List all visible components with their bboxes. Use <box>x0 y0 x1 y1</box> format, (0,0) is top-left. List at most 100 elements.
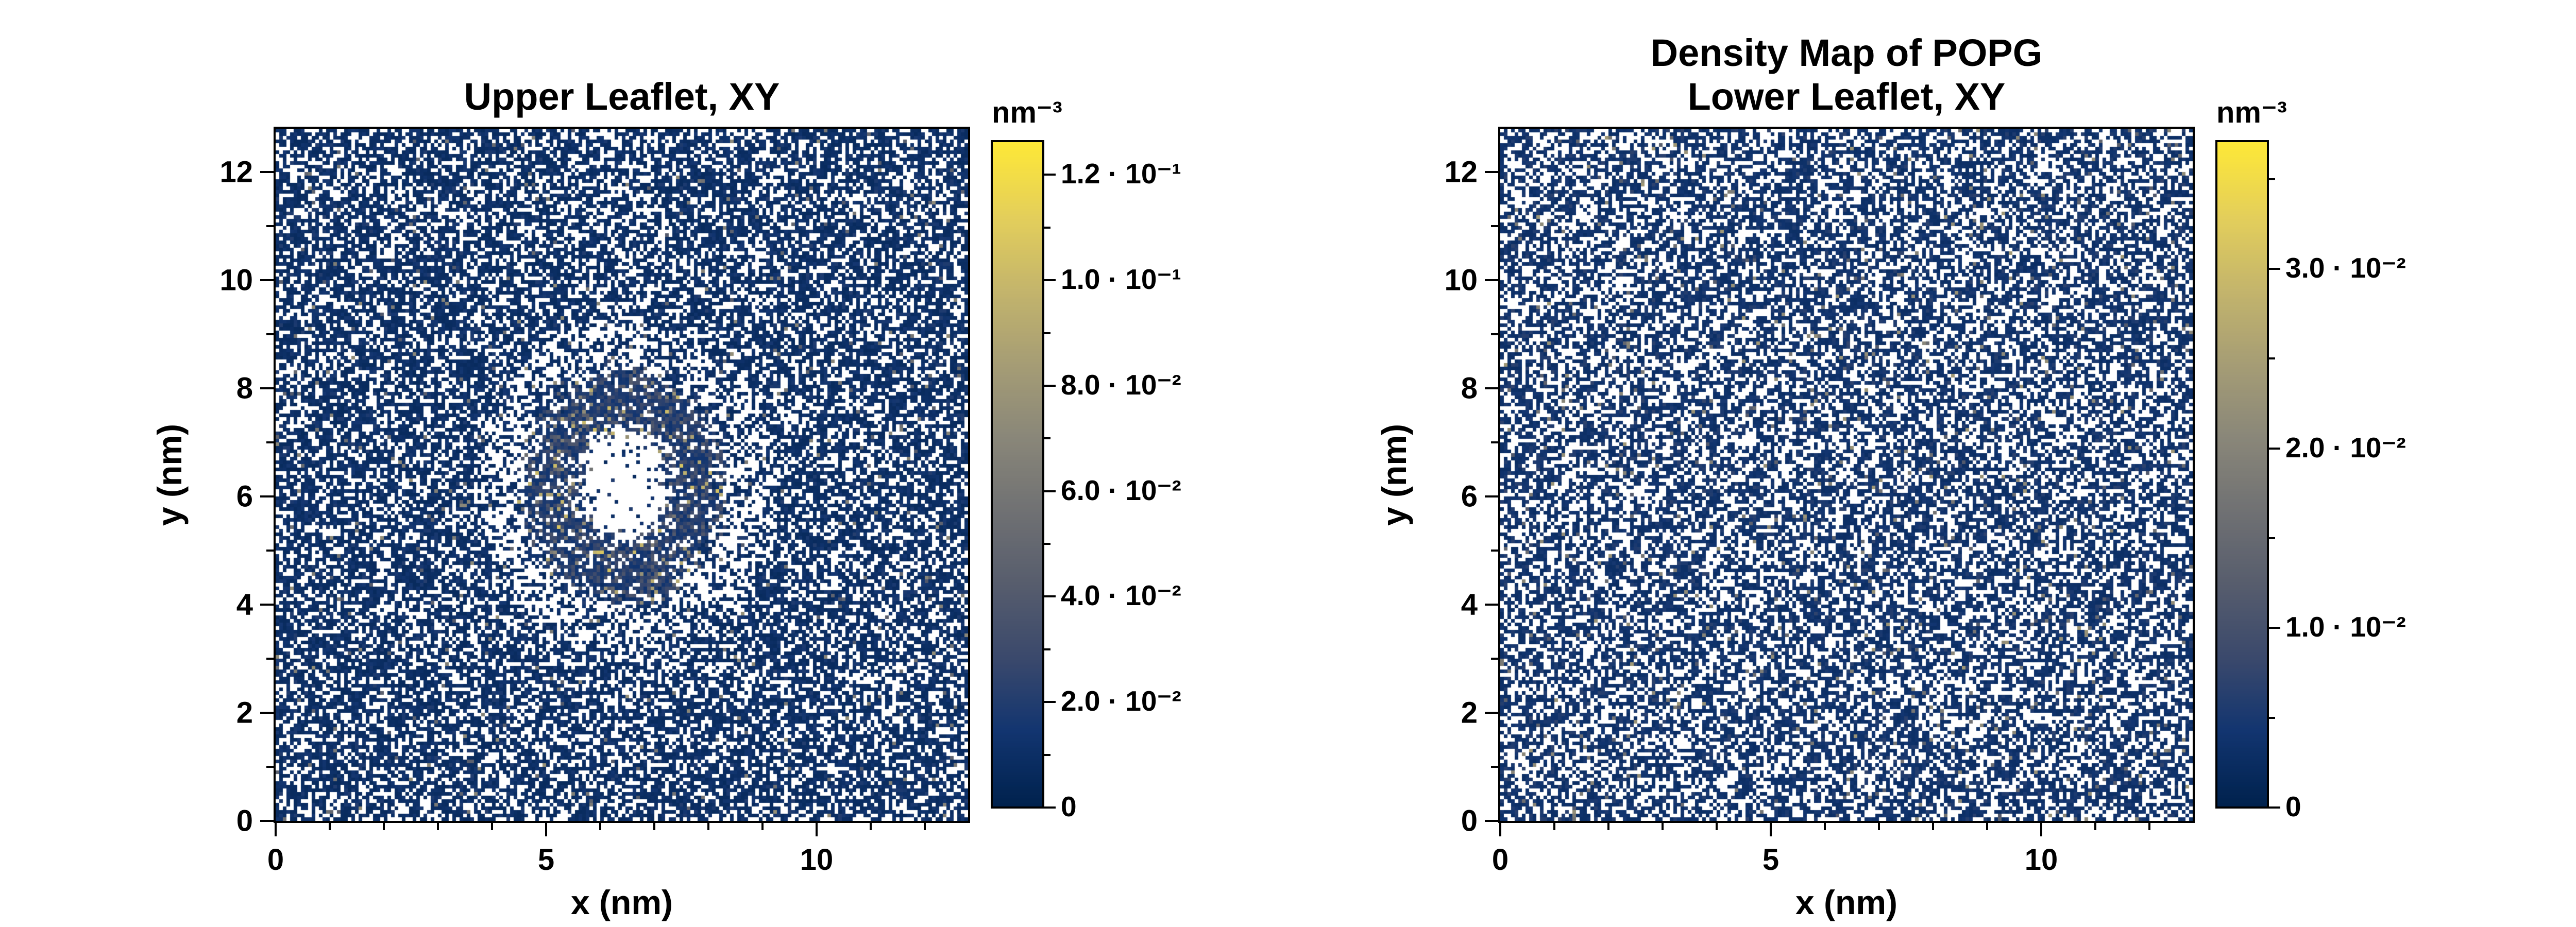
y-axis-label: y (nm) <box>150 424 189 526</box>
panel-title: Upper Leaflet, XY <box>464 75 780 118</box>
plot-row: y (nm) 0 5 10 0 2 4 6 8 10 12 nm⁻³ 1.2 · 10⁻¹ 1.0 … <box>142 96 1236 877</box>
y-axis-tick <box>1485 820 1498 822</box>
colorbar-canvas <box>993 142 1042 806</box>
colorbar-minor-tick <box>2269 537 2275 540</box>
y-axis-minor-tick <box>266 658 274 660</box>
y-axis-tick <box>1485 279 1498 281</box>
y-axis-tick <box>260 171 274 173</box>
colorbar-tick <box>1044 701 1056 703</box>
x-axis-tick-label: 5 <box>537 843 555 877</box>
y-axis-tick <box>260 712 274 714</box>
x-axis-minor-tick <box>1607 823 1609 830</box>
x-axis-tick <box>545 823 547 836</box>
x-axis-minor-tick <box>1662 823 1664 830</box>
x-axis-tick-label: 10 <box>800 843 834 877</box>
colorbar-minor-tick <box>1044 332 1050 334</box>
colorbar-tick-label: 8.0 · 10⁻² <box>1061 368 1181 401</box>
y-axis-tick-label: 0 <box>1461 804 1478 838</box>
x-axis-minor-tick <box>1932 823 1934 830</box>
y-axis-tick-label: 12 <box>219 155 253 189</box>
colorbar-tick <box>1044 384 1056 387</box>
colorbar-tick <box>2269 627 2280 629</box>
x-axis-tick <box>275 823 277 836</box>
y-axis-tick-label: 4 <box>236 588 253 622</box>
x-axis-minor-tick <box>437 823 439 830</box>
y-axis-tick <box>260 495 274 497</box>
x-axis-minor-tick <box>870 823 872 830</box>
y-axis-minor-tick <box>1491 658 1498 660</box>
x-axis-minor-tick <box>924 823 926 830</box>
y-axis-tick <box>260 604 274 606</box>
x-axis-minor-tick <box>2094 823 2096 830</box>
plot-row: y (nm) 0 5 10 0 2 4 6 8 10 12 nm⁻³ 3.0 · 10⁻² 2.0 … <box>1367 96 2473 877</box>
y-axis-minor-tick <box>1491 225 1498 227</box>
x-axis-tick <box>2040 823 2042 836</box>
panel-lower-leaflet: Density Map of POPG Lower Leaflet, XY y … <box>1236 9 2473 922</box>
y-axis-minor-tick <box>266 766 274 768</box>
colorbar-tick <box>1044 174 1056 176</box>
colorbar-tick-label: 3.0 · 10⁻² <box>2285 252 2406 284</box>
x-axis-minor-tick <box>491 823 493 830</box>
y-axis-tick-label: 10 <box>219 263 253 297</box>
heatmap-plot: 0 5 10 0 2 4 6 8 10 12 <box>1444 127 2195 877</box>
y-axis-tick <box>260 820 274 822</box>
x-axis-minor-tick <box>1553 823 1555 830</box>
y-axis-minor-tick <box>1491 550 1498 552</box>
colorbar-tick-label: 1.2 · 10⁻¹ <box>1061 158 1181 190</box>
y-axis-tick <box>260 279 274 281</box>
colorbar-unit-label: nm⁻³ <box>2216 96 2287 129</box>
panel-transversal-view: Transversal View, YZ z (nm) 0510420−2−4 … <box>2473 9 2576 922</box>
colorbar-minor-tick <box>1044 648 1050 650</box>
x-axis-tick-label: 0 <box>267 843 284 877</box>
x-axis-minor-tick <box>761 823 764 830</box>
colorbar-tick <box>2269 806 2280 809</box>
y-axis-minor-tick <box>266 333 274 335</box>
figure-suptitle: Density Map of POPG <box>1650 31 2043 75</box>
y-axis-tick <box>260 387 274 389</box>
plot-row: z (nm) 0510420−2−4 nm⁻³ 2.5 · 10⁻¹2.0 · … <box>2567 127 2576 823</box>
y-axis-tick <box>1485 495 1498 497</box>
x-axis-minor-tick <box>329 823 331 830</box>
colorbar-area: nm⁻³ 1.2 · 10⁻¹ 1.0 · 10⁻¹ 8.0 · 10⁻² 6.0 ·… <box>991 96 1181 822</box>
y-axis-tick-label: 8 <box>1461 371 1478 405</box>
colorbar-minor-tick <box>2269 178 2275 180</box>
x-axis-minor-tick <box>599 823 601 830</box>
x-axis-tick-label: 10 <box>2024 843 2058 877</box>
panel-title: Lower Leaflet, XY <box>1687 75 2006 118</box>
x-axis-tick-label: 0 <box>1492 843 1509 877</box>
y-axis-tick-label: 0 <box>236 804 253 838</box>
panel-upper-leaflet: Upper Leaflet, XY y (nm) 0 5 10 0 2 4 6 8 10 12 n… <box>0 9 1236 922</box>
y-axis-label-wrap: y (nm) <box>142 127 196 823</box>
colorbar-unit-label: nm⁻³ <box>992 96 1062 129</box>
y-axis-tick <box>1485 604 1498 606</box>
y-axis-tick-label: 6 <box>236 479 253 513</box>
y-axis-minor-tick <box>266 550 274 552</box>
x-axis-minor-tick <box>1824 823 1826 830</box>
x-axis-label: x (nm) <box>1795 883 1897 921</box>
x-axis-tick <box>1770 823 1772 836</box>
colorbar-minor-tick <box>1044 226 1050 229</box>
y-axis-minor-tick <box>266 441 274 443</box>
colorbar-tick <box>2269 447 2280 450</box>
panel-titles: Upper Leaflet, XY <box>274 9 970 118</box>
x-axis-tick <box>1499 823 1501 836</box>
colorbar-area: nm⁻³ 3.0 · 10⁻² 2.0 · 10⁻² 1.0 · 10⁻² 0 <box>2215 96 2406 822</box>
colorbar-tick-label: 0 <box>2285 791 2301 822</box>
y-axis-tick-label: 10 <box>1444 263 1478 297</box>
y-axis-tick-label: 2 <box>236 696 253 730</box>
panel-titles: Density Map of POPG Lower Leaflet, XY <box>1498 9 2195 118</box>
y-axis-label-wrap: y (nm) <box>1367 127 1421 823</box>
y-axis-label-wrap: z (nm) <box>2567 127 2576 823</box>
heatmap-canvas <box>1500 129 2193 821</box>
y-axis-tick <box>1485 171 1498 173</box>
colorbar-tick-label: 0 <box>1061 791 1077 822</box>
heatmap-plot: 0 5 10 0 2 4 6 8 10 12 <box>219 127 970 877</box>
y-axis-minor-tick <box>266 225 274 227</box>
colorbar-minor-tick <box>2269 716 2275 719</box>
colorbar-tick-label: 4.0 · 10⁻² <box>1061 579 1181 612</box>
y-axis-tick-label: 8 <box>236 371 253 405</box>
colorbar-tick-label: 1.0 · 10⁻² <box>2285 611 2406 643</box>
colorbar-minor-tick <box>1044 753 1050 756</box>
colorbar-minor-tick <box>1044 437 1050 440</box>
colorbar-tick-label: 2.0 · 10⁻² <box>1061 685 1181 717</box>
